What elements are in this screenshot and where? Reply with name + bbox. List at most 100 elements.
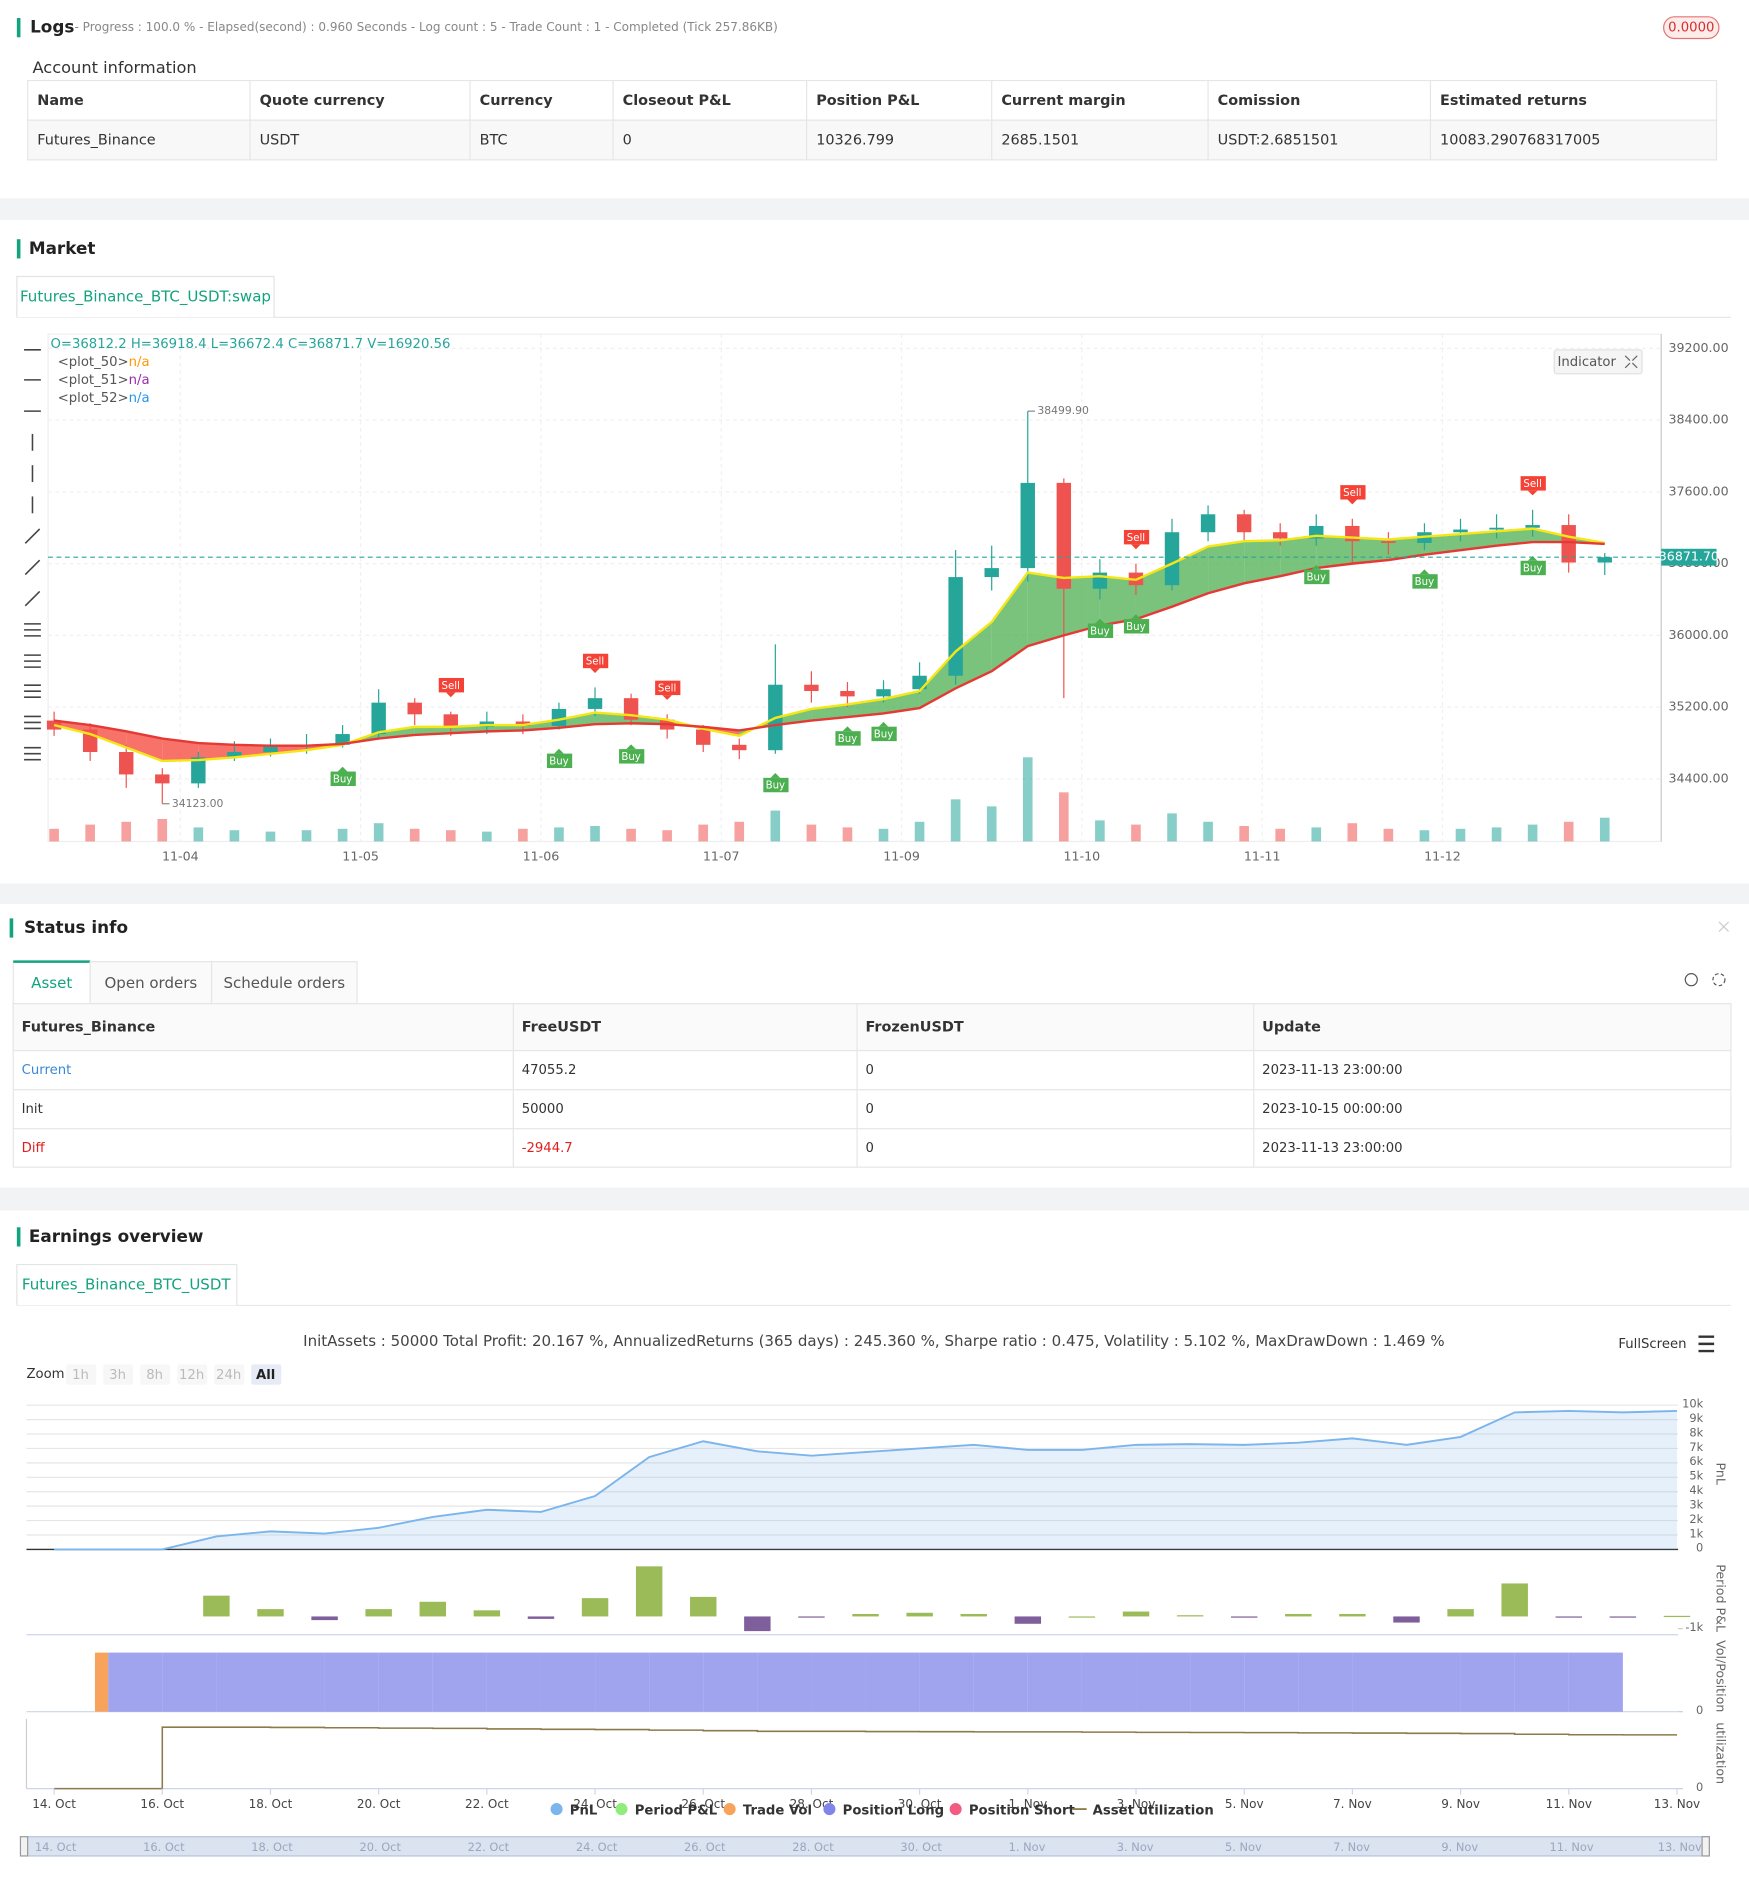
- fullscreen-button[interactable]: FullScreen: [1618, 1337, 1686, 1352]
- tool-icon[interactable]: [24, 559, 41, 576]
- tool-icon[interactable]: [24, 715, 41, 730]
- signal-arrow: [337, 766, 348, 772]
- zoom-button[interactable]: [251, 1364, 282, 1385]
- navigator-handle[interactable]: [1701, 1836, 1710, 1857]
- section-marker: [16, 239, 21, 259]
- legend-label[interactable]: Trade Vol: [743, 1803, 812, 1818]
- tool-icon[interactable]: [24, 623, 41, 637]
- legend-label[interactable]: Position Short: [969, 1803, 1076, 1818]
- position-area: [1244, 1652, 1299, 1712]
- candle-body: [804, 684, 819, 691]
- tab[interactable]: [16, 275, 275, 318]
- signal-box: [835, 731, 861, 746]
- band-fill: [1208, 541, 1245, 594]
- zoom-button-label[interactable]: 8h: [146, 1368, 163, 1383]
- signal-box: [583, 653, 609, 669]
- tab-label[interactable]: Asset: [31, 974, 72, 992]
- table-cell: 0: [865, 1102, 873, 1117]
- candle-body: [407, 702, 422, 715]
- indicator-label[interactable]: Indicator: [1557, 355, 1616, 370]
- tool-icon[interactable]: [24, 590, 41, 607]
- legend-symbol: [550, 1803, 563, 1816]
- tab[interactable]: [16, 1263, 238, 1306]
- period-bar: [1122, 1611, 1150, 1617]
- navigator-handle[interactable]: [19, 1836, 29, 1857]
- zoom-button[interactable]: [66, 1364, 97, 1385]
- menu-icon[interactable]: [1698, 1335, 1715, 1353]
- signal-arrow: [1095, 618, 1105, 624]
- signal-label: Buy: [333, 774, 353, 785]
- position-area: [919, 1652, 974, 1712]
- table-cell: 10083.290768317005: [1440, 133, 1600, 149]
- x-tick-label: 22. Oct: [465, 1797, 509, 1811]
- y-tick-label: -1k: [1685, 1620, 1703, 1634]
- signal-box: [1123, 529, 1150, 545]
- expand-icon[interactable]: [1624, 355, 1638, 369]
- tab[interactable]: [210, 961, 358, 1005]
- volume-bar: [554, 827, 564, 842]
- table-cell: USDT:2.6851501: [1218, 133, 1339, 149]
- tool-icon[interactable]: [24, 746, 41, 761]
- legend-symbol: [615, 1803, 628, 1816]
- tab-label[interactable]: Schedule orders: [223, 974, 345, 992]
- status-table: Asset Open orders Schedule orders Futures_B…: [12, 960, 1732, 1168]
- legend-label[interactable]: PnL: [570, 1803, 598, 1818]
- zoom-button-label[interactable]: 3h: [109, 1368, 126, 1383]
- position-area: [865, 1652, 920, 1712]
- zoom-button-label[interactable]: All: [256, 1368, 275, 1383]
- tool-icon[interactable]: [24, 684, 41, 698]
- zoom-button[interactable]: [177, 1364, 208, 1385]
- candle-body: [1525, 525, 1540, 528]
- tab-label[interactable]: Open orders: [104, 974, 197, 992]
- legend-label[interactable]: Asset utilization: [1093, 1803, 1214, 1818]
- legend-name: <plot_51>: [58, 373, 129, 388]
- zoom-button[interactable]: [214, 1364, 245, 1385]
- legend-label[interactable]: Position Long: [843, 1803, 945, 1818]
- zoom-button-label[interactable]: 12h: [179, 1368, 204, 1383]
- band-fill: [991, 572, 1028, 672]
- zoom-button[interactable]: [140, 1364, 171, 1385]
- zoom-button-label[interactable]: 24h: [216, 1368, 241, 1383]
- indicator-button[interactable]: [1553, 349, 1643, 375]
- download-icon[interactable]: [1684, 973, 1698, 987]
- table-cell: Futures_Binance: [37, 133, 155, 149]
- candle-body: [1200, 514, 1216, 533]
- volume-bar: [1311, 827, 1322, 842]
- navigator-label: 26. Oct: [684, 1840, 726, 1854]
- signal-arrow: [590, 668, 600, 673]
- period-bar: [1068, 1616, 1096, 1618]
- tab[interactable]: [12, 961, 91, 1005]
- position-area: [1514, 1652, 1569, 1712]
- table-cell: 10326.799: [816, 133, 894, 149]
- x-tick-label: 3. Nov: [1117, 1797, 1156, 1811]
- column-header: Quote currency: [260, 93, 386, 109]
- tab-label[interactable]: Futures_Binance_BTC_USDT: [22, 1275, 232, 1294]
- position-area: [216, 1652, 271, 1712]
- tool-icon[interactable]: [24, 528, 41, 544]
- section-marker: [9, 918, 14, 938]
- table-cell: Diff: [22, 1141, 46, 1156]
- signal-box: [871, 726, 897, 742]
- candle-body: [551, 708, 567, 726]
- zoom-button-label[interactable]: 1h: [72, 1368, 89, 1383]
- legend-label[interactable]: Period P&L: [635, 1803, 718, 1818]
- table-cell: USDT: [260, 133, 300, 149]
- annotation-label: 34123.00: [172, 797, 224, 810]
- volume-bar: [1491, 827, 1502, 842]
- candle-body: [335, 734, 350, 745]
- x-tick-label: 11-06: [523, 849, 560, 864]
- tab-label[interactable]: Futures_Binance_BTC_USDT:swap: [20, 287, 271, 306]
- signal-label: Buy: [1090, 626, 1110, 637]
- volume-bar: [878, 828, 889, 842]
- table-cell: 50000: [522, 1102, 564, 1117]
- volume-bar: [445, 830, 456, 842]
- zoom-button[interactable]: [103, 1364, 134, 1385]
- signal-box: [1520, 560, 1546, 576]
- tool-icon[interactable]: [24, 654, 41, 668]
- badge-text: 0.0000: [1668, 21, 1714, 36]
- volume-bar: [265, 831, 276, 842]
- volume-bar: [518, 828, 528, 842]
- settings-icon[interactable]: [1712, 973, 1726, 987]
- close-icon[interactable]: [1718, 921, 1729, 933]
- volume-bar: [85, 824, 95, 842]
